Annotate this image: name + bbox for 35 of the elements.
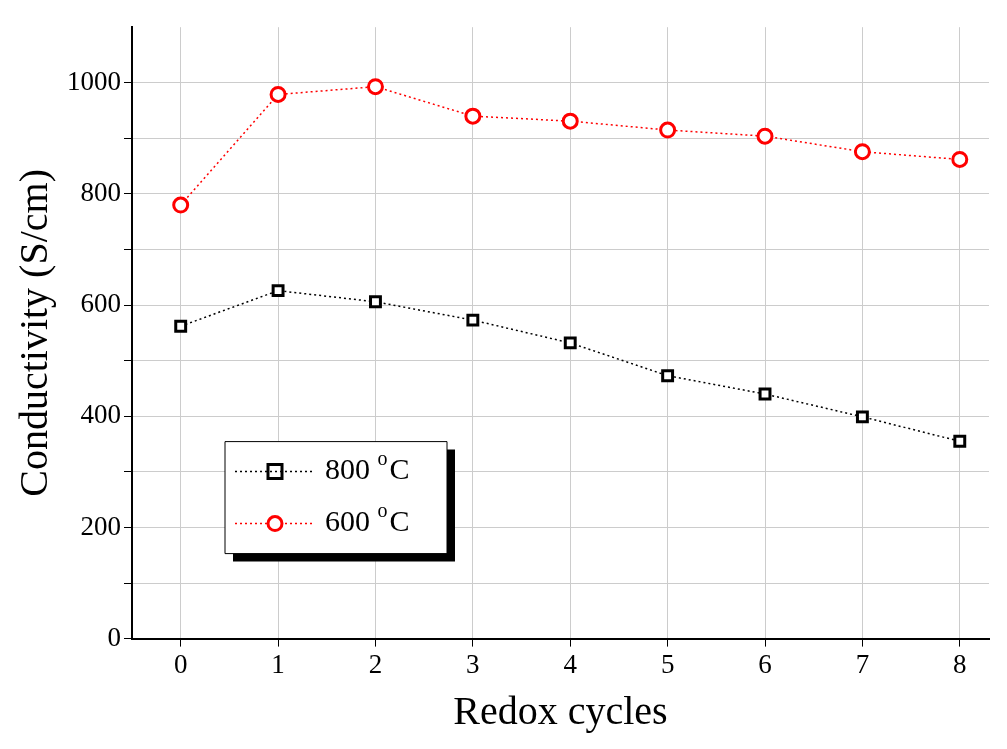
point: [853, 143, 871, 161]
y-axis-title: Conductivity (S/cm): [10, 169, 56, 497]
x-tick-label: 4: [563, 648, 578, 679]
point: [561, 112, 579, 130]
x-tick-label: 7: [855, 648, 870, 679]
point: [953, 434, 967, 448]
point: [464, 107, 482, 125]
x-tick-label: 2: [368, 648, 383, 679]
x-tick-label: 5: [660, 648, 675, 679]
x-tick-label: 8: [953, 648, 967, 679]
point: [563, 336, 577, 350]
point: [855, 410, 869, 424]
y-tick-label: 0: [107, 621, 121, 652]
x-tick-label: 6: [758, 648, 772, 679]
x-tick-label: 3: [466, 648, 480, 679]
point: [271, 284, 285, 298]
point: [366, 78, 384, 96]
point: [269, 85, 287, 103]
x-axis-title: Redox cycles: [453, 687, 668, 733]
x-tick-label: 0: [173, 648, 188, 679]
y-tick-label: 200: [80, 510, 121, 541]
point: [951, 150, 969, 168]
y-tick-label: 800: [80, 177, 121, 208]
y-tick-label: 400: [80, 399, 121, 430]
point: [659, 121, 677, 139]
point: [174, 319, 188, 333]
point: [661, 369, 675, 383]
point: [758, 387, 772, 401]
x-tick-label: 1: [271, 648, 285, 679]
point: [172, 196, 190, 214]
point: [756, 127, 774, 145]
point: [466, 313, 480, 327]
y-tick-label: 600: [80, 288, 121, 319]
y-tick-label: 1000: [67, 65, 121, 96]
point: [369, 295, 382, 309]
